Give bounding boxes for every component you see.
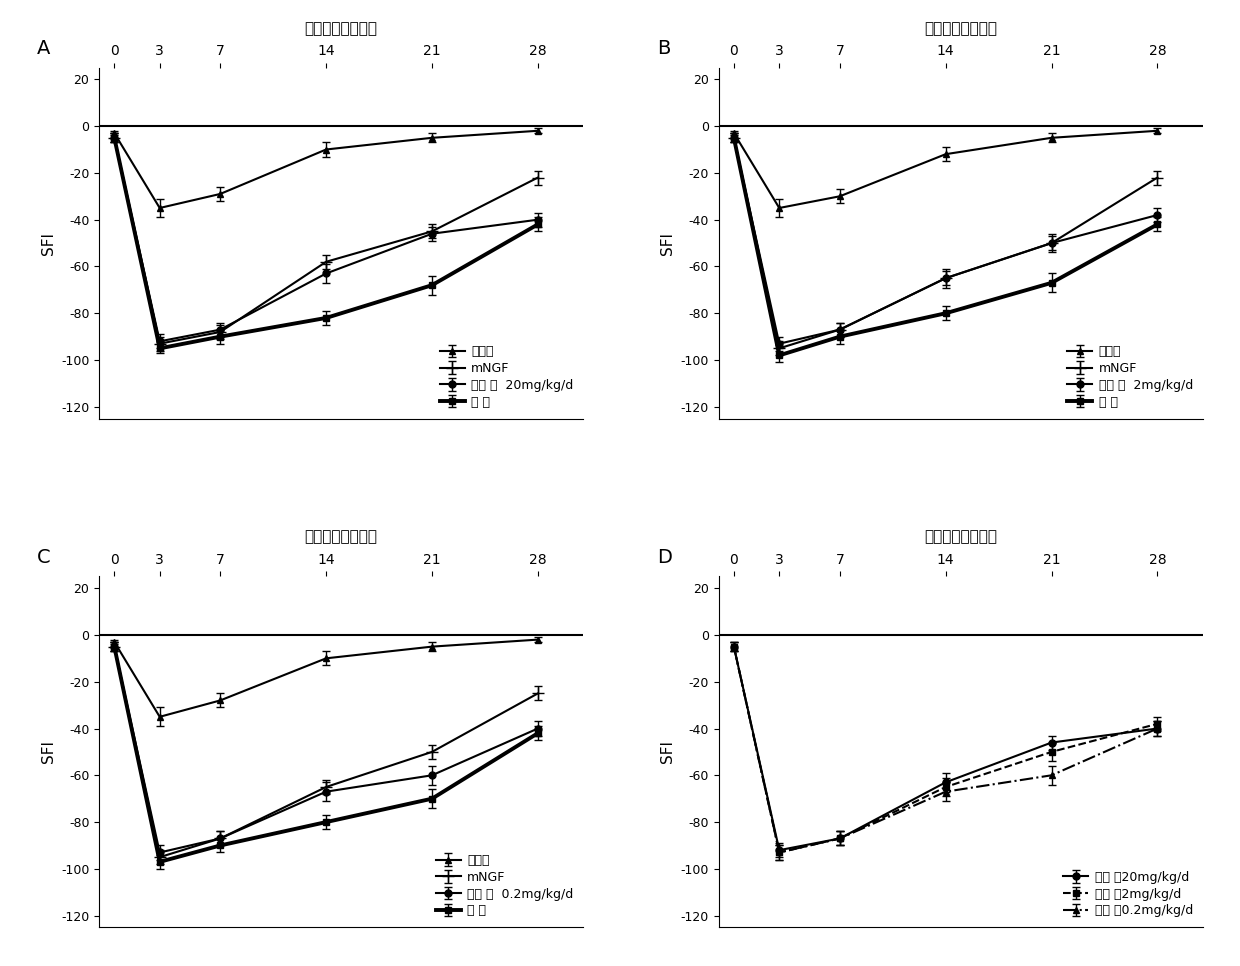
Y-axis label: SFI: SFI bbox=[41, 740, 56, 763]
Text: A: A bbox=[37, 39, 51, 58]
X-axis label: 损伤后时间（天）: 损伤后时间（天） bbox=[305, 21, 378, 36]
Text: D: D bbox=[657, 548, 672, 567]
Legend: 假手术, mNGF, 槲皮 素  20mg/kg/d, 模 型: 假手术, mNGF, 槲皮 素 20mg/kg/d, 模 型 bbox=[436, 342, 577, 412]
X-axis label: 损伤后时间（天）: 损伤后时间（天） bbox=[924, 21, 997, 36]
X-axis label: 损伤后时间（天）: 损伤后时间（天） bbox=[305, 529, 378, 545]
Y-axis label: SFI: SFI bbox=[660, 740, 675, 763]
Text: B: B bbox=[657, 39, 670, 58]
Y-axis label: SFI: SFI bbox=[660, 232, 675, 255]
Legend: 假手术, mNGF, 槲皮 素  0.2mg/kg/d, 模 型: 假手术, mNGF, 槲皮 素 0.2mg/kg/d, 模 型 bbox=[432, 850, 577, 922]
Legend: 槲皮 素20mg/kg/d, 槲皮 素2mg/kg/d, 槲皮 素0.2mg/kg/d: 槲皮 素20mg/kg/d, 槲皮 素2mg/kg/d, 槲皮 素0.2mg/k… bbox=[1059, 867, 1197, 922]
Legend: 假手术, mNGF, 槲皮 素  2mg/kg/d, 模 型: 假手术, mNGF, 槲皮 素 2mg/kg/d, 模 型 bbox=[1064, 342, 1197, 412]
Text: C: C bbox=[37, 548, 51, 567]
X-axis label: 损伤后时间（天）: 损伤后时间（天） bbox=[924, 529, 997, 545]
Y-axis label: SFI: SFI bbox=[41, 232, 56, 255]
